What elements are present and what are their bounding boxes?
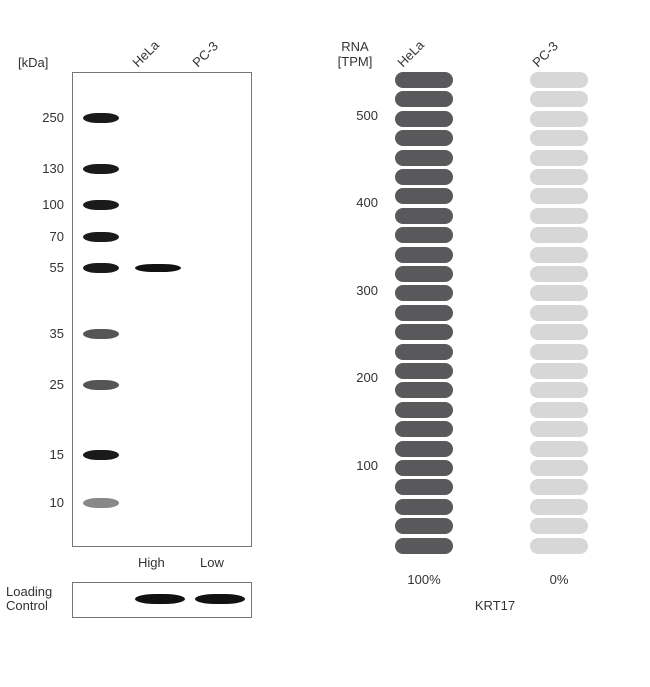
lane-result-low: Low	[200, 555, 224, 570]
rna-pill	[395, 285, 453, 301]
rna-pill	[395, 518, 453, 534]
rna-pill	[395, 150, 453, 166]
rna-pill	[395, 91, 453, 107]
rna-pill	[530, 130, 588, 146]
rna-pill	[530, 247, 588, 263]
rna-pill	[530, 382, 588, 398]
ladder-band-15	[83, 450, 119, 460]
ladder-tick-10: 10	[24, 495, 64, 510]
rna-pill	[530, 208, 588, 224]
ladder-tick-250: 250	[24, 110, 64, 125]
rna-pill	[530, 518, 588, 534]
loading-control-label: Loading Control	[6, 585, 52, 614]
rna-pill	[530, 72, 588, 88]
ladder-tick-35: 35	[24, 326, 64, 341]
rna-pill	[395, 421, 453, 437]
rna-ytick-500: 500	[340, 108, 378, 123]
rna-pill	[530, 324, 588, 340]
ladder-band-130	[83, 164, 119, 174]
ladder-band-25	[83, 380, 119, 390]
rna-pill	[530, 111, 588, 127]
rna-pill	[530, 363, 588, 379]
rna-col-label-pc3: PC-3	[529, 38, 561, 70]
rna-pill	[530, 150, 588, 166]
lane-label-pc3: PC-3	[189, 38, 221, 70]
ladder-band-100	[83, 200, 119, 210]
target-band-hela-55kda	[135, 264, 181, 272]
rna-pill	[395, 538, 453, 554]
rna-ytick-100: 100	[340, 458, 378, 473]
ladder-band-250	[83, 113, 119, 123]
rna-col-label-hela: HeLa	[394, 37, 427, 70]
rna-pill	[395, 363, 453, 379]
rna-pill	[530, 169, 588, 185]
ladder-band-10	[83, 498, 119, 508]
rna-pill	[395, 441, 453, 457]
rna-pill	[395, 111, 453, 127]
rna-pill	[395, 324, 453, 340]
rna-pill	[395, 227, 453, 243]
rna-pill	[395, 247, 453, 263]
rna-pill	[395, 72, 453, 88]
ladder-tick-15: 15	[24, 447, 64, 462]
blot-frame	[72, 72, 252, 547]
ladder-tick-55: 55	[24, 260, 64, 275]
rna-pill	[395, 344, 453, 360]
lane-result-high: High	[138, 555, 165, 570]
rna-pill	[395, 188, 453, 204]
loading-band-pc3	[195, 594, 245, 604]
rna-label-line2: [TPM]	[338, 54, 373, 69]
ladder-band-70	[83, 232, 119, 242]
percent-hela: 100%	[395, 572, 453, 587]
ladder-tick-100: 100	[24, 197, 64, 212]
rna-pill	[395, 266, 453, 282]
rna-axis-label: RNA [TPM]	[330, 40, 380, 70]
rna-pill	[530, 499, 588, 515]
rna-pill	[395, 479, 453, 495]
rna-pill	[530, 402, 588, 418]
rna-pill	[395, 499, 453, 515]
rna-pill	[530, 421, 588, 437]
rna-pill	[530, 188, 588, 204]
rna-pill	[395, 382, 453, 398]
rna-label-line1: RNA	[341, 39, 368, 54]
rna-pill	[530, 441, 588, 457]
rna-pill	[530, 285, 588, 301]
rna-pill	[530, 538, 588, 554]
kda-unit-label: [kDa]	[18, 55, 48, 70]
rna-pill	[395, 402, 453, 418]
ladder-tick-70: 70	[24, 229, 64, 244]
rna-pill	[395, 305, 453, 321]
rna-pill	[530, 91, 588, 107]
ladder-band-55	[83, 263, 119, 273]
percent-pc3: 0%	[530, 572, 588, 587]
rna-pill	[395, 460, 453, 476]
rna-pill	[530, 479, 588, 495]
rna-pill	[530, 344, 588, 360]
ladder-tick-130: 130	[24, 161, 64, 176]
lane-label-hela: HeLa	[129, 37, 162, 70]
loading-band-hela	[135, 594, 185, 604]
rna-pill	[530, 227, 588, 243]
rna-pill	[530, 305, 588, 321]
rna-pill	[395, 169, 453, 185]
gene-name: KRT17	[430, 598, 560, 613]
rna-ytick-300: 300	[340, 283, 378, 298]
rna-ytick-200: 200	[340, 370, 378, 385]
rna-ytick-400: 400	[340, 195, 378, 210]
ladder-tick-25: 25	[24, 377, 64, 392]
ladder-band-35	[83, 329, 119, 339]
rna-pill	[395, 208, 453, 224]
rna-pill	[530, 460, 588, 476]
rna-pill	[530, 266, 588, 282]
rna-pill	[395, 130, 453, 146]
